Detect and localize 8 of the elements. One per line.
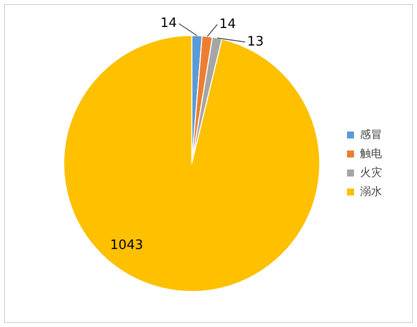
- legend-label: 触电: [360, 146, 382, 160]
- legend-label: 溺水: [360, 184, 382, 198]
- data-label: 14: [219, 16, 236, 32]
- data-label: 13: [247, 34, 264, 50]
- legend-label: 感冒: [360, 128, 382, 141]
- legend-label: 火灾: [360, 166, 382, 179]
- data-label: 14: [160, 16, 177, 31]
- data-label: 1043: [110, 238, 144, 254]
